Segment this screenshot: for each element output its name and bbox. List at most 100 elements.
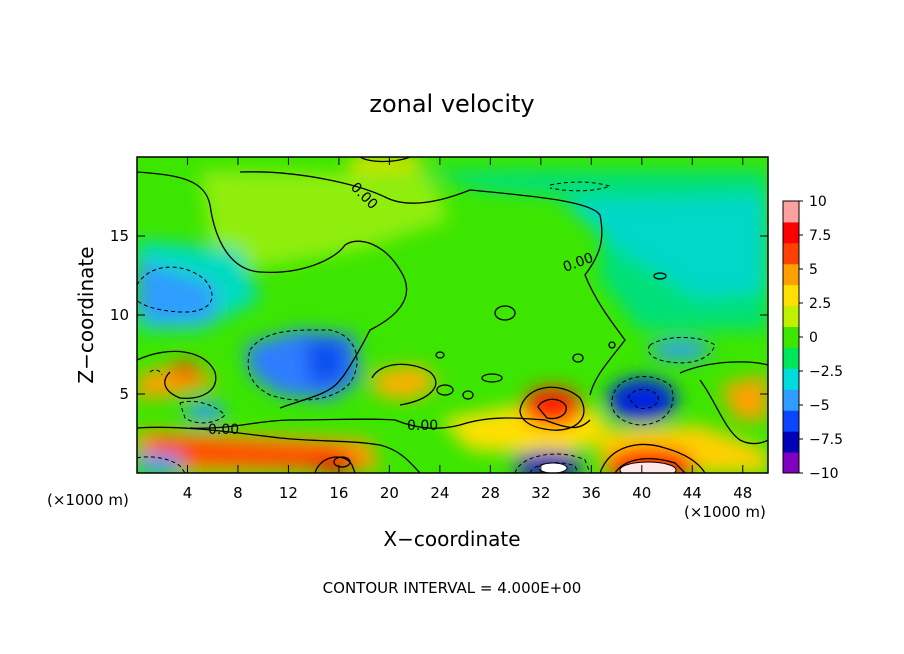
bottom-left-blue-patch (137, 455, 180, 473)
contour-label: 0.00 (407, 418, 438, 434)
colorbar-segment (783, 389, 799, 411)
chart-title: zonal velocity (369, 90, 534, 118)
colorbar-segment (783, 242, 799, 265)
neg-contour-x40 (611, 376, 674, 426)
neg-contour-left-edge (149, 369, 163, 376)
x-tick-label: 44 (683, 484, 702, 502)
neg-contour-right (647, 337, 716, 364)
colorbar-tick-label: 5 (809, 262, 818, 278)
neg-contour-bottom-left (137, 456, 186, 473)
x-tick-label: 24 (430, 484, 449, 502)
lower-left-red-band (150, 438, 345, 468)
contour-small-loop-9 (333, 456, 351, 468)
colorbar-segment (783, 410, 799, 432)
contour-top-warm (359, 157, 411, 163)
contour-small-loop-4 (462, 390, 474, 400)
colorbar-tick-label: 0 (809, 330, 818, 346)
upper-right-cyan-region (560, 195, 768, 300)
colorbar-segment (783, 347, 799, 369)
contour-right-upper (679, 361, 768, 374)
right-orange-lobe (720, 375, 768, 420)
y-tick-label: 5 (119, 385, 129, 403)
zero-contour-upper (137, 171, 408, 409)
contour-small-loop-5 (435, 351, 445, 359)
colorbar-segment (783, 326, 799, 348)
contours (137, 157, 768, 473)
zero-contour-top (239, 171, 626, 396)
x-tick-label: 12 (279, 484, 298, 502)
red-patch-x4 (170, 362, 200, 378)
neg-contour-x33-inner (529, 462, 579, 473)
contour-right-lobe (699, 379, 768, 445)
colorbar-segment (783, 263, 799, 286)
contour-bottom-right-inner (614, 458, 686, 473)
contour-small-loop-2 (481, 373, 503, 383)
x-unit-right: (×1000 m) (684, 503, 766, 521)
contour-label: 0.00 (208, 422, 239, 438)
contour-interval-note: CONTOUR INTERVAL = 4.000E+00 (323, 579, 582, 597)
x-tick-label: 20 (380, 484, 399, 502)
x-tick-label: 48 (733, 484, 752, 502)
x-tick-label: 36 (582, 484, 601, 502)
contour-left-lobe (137, 350, 217, 399)
contour-center-lobe (371, 363, 437, 406)
x-axis: 4 8 12 16 20 24 28 32 36 40 44 48 (183, 157, 752, 502)
blue-core-x40 (607, 378, 677, 422)
center-orange-lobe (372, 365, 440, 400)
colorbar-tick-label: −10 (809, 466, 839, 482)
contour-small-loop-1 (494, 305, 516, 321)
colorbar-segment (783, 221, 799, 244)
red-core-x16 (310, 452, 360, 472)
colorbar-tick-label: 7.5 (809, 228, 831, 244)
top-warm-patch (350, 157, 420, 170)
upper-left-light-region (200, 170, 450, 270)
contour-bottom-left (137, 426, 421, 473)
neg-contour-x33-bottom (514, 453, 591, 473)
saturated-core-x40 (619, 461, 677, 473)
contours-negative (137, 181, 716, 473)
colorbar-tick-label: −2.5 (809, 364, 843, 380)
y-tick-label: 15 (110, 227, 129, 245)
colorbar: 10 7.5 5 2.5 0 −2.5 −5 −7.5 −10 (782, 194, 843, 482)
contour-small-loop-6 (572, 353, 584, 363)
x-tick-label: 32 (531, 484, 550, 502)
neg-contour-x40-inner (627, 389, 659, 409)
contour-small-loop-7 (653, 272, 667, 280)
colorbar-segment (783, 201, 799, 223)
x-tick-label: 40 (632, 484, 651, 502)
x-unit-left: (×1000 m) (47, 491, 129, 509)
red-core-x32 (522, 387, 582, 427)
x-axis-label: X−coordinate (383, 527, 520, 551)
blue-patch-left-mid (185, 402, 225, 422)
colorbar-tick-label: 10 (809, 194, 827, 210)
x-tick-label: 4 (183, 484, 193, 502)
contour-small-loop-8 (608, 341, 616, 349)
x-tick-label: 8 (233, 484, 243, 502)
contour-red-core-x32 (519, 386, 585, 431)
blue-patch-right (650, 340, 710, 360)
y-tick-label: 10 (110, 306, 129, 324)
mid-dark-blue-core (305, 340, 345, 385)
colorbar-segment (783, 431, 799, 453)
zero-contour-lower (189, 417, 591, 429)
contour-small-loop-3 (436, 384, 454, 396)
neg-contour-left-low (179, 400, 226, 424)
colorbar-tick-label: −5 (809, 398, 830, 414)
colorbar-segment (783, 452, 799, 474)
y-axis: 5 10 15 (110, 227, 768, 403)
contour-red-core-x16 (314, 456, 356, 473)
x-tick-label: 28 (481, 484, 500, 502)
colorbar-tick-label: 2.5 (809, 296, 831, 312)
contour-bottom-right (599, 443, 706, 473)
saturated-core-x33 (538, 462, 568, 473)
colorbar-segment (783, 368, 799, 390)
x-tick-label: 16 (329, 484, 348, 502)
colorbar-segment (783, 284, 799, 307)
y-axis-label: Z−coordinate (74, 246, 98, 383)
colorbar-segment (783, 305, 799, 328)
contour-red-core-x32-inner (537, 398, 567, 420)
colorbar-tick-label: −7.5 (809, 432, 843, 448)
plot-area (137, 157, 768, 473)
left-blue-region (137, 260, 215, 325)
